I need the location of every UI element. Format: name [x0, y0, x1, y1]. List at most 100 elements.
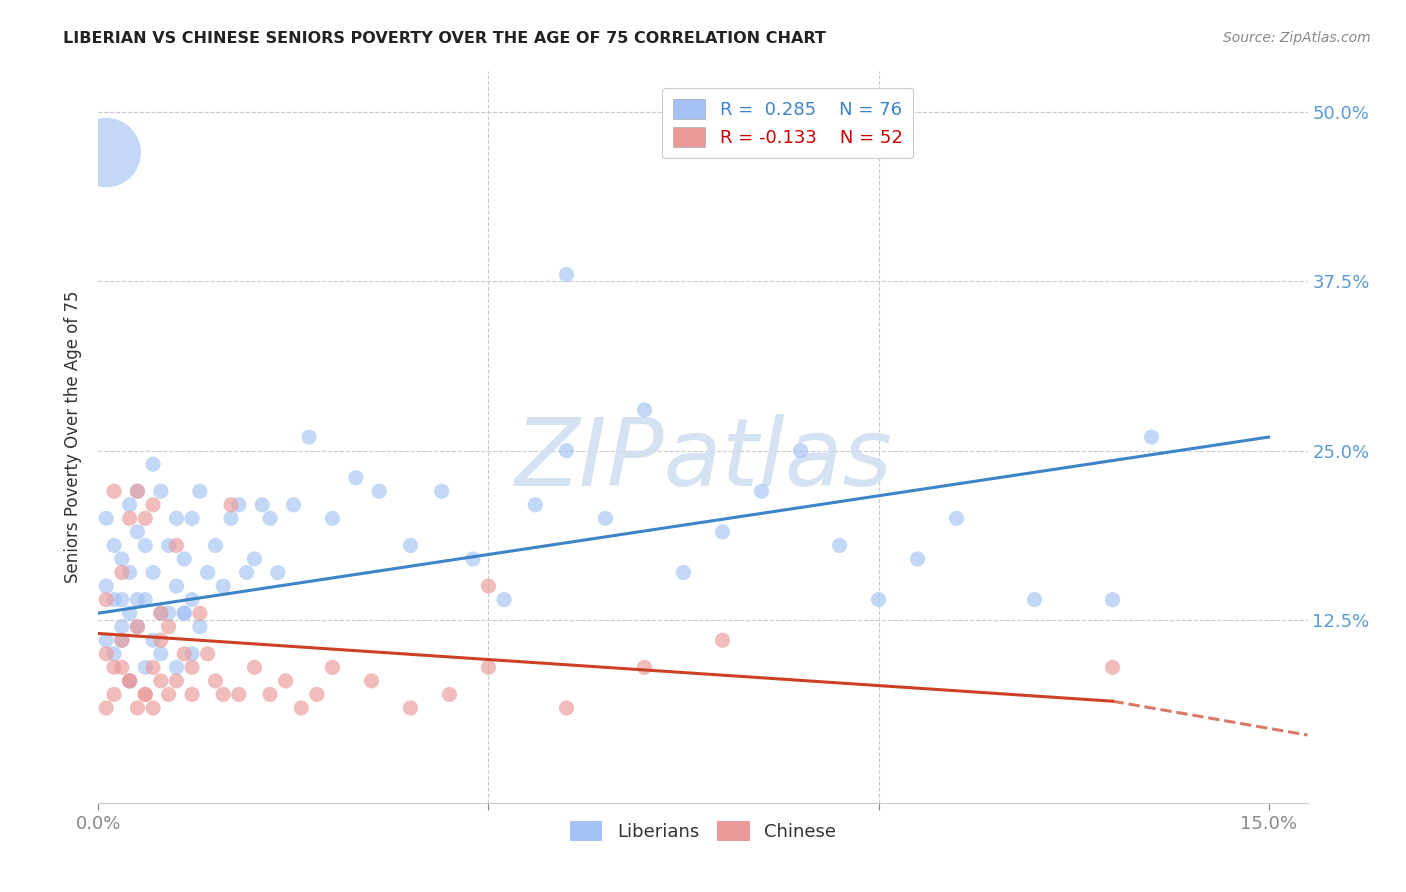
Point [259, 511, 281, 525]
Point [672, 566, 695, 580]
Point [828, 538, 851, 552]
Point [274, 673, 297, 688]
Point [368, 484, 391, 499]
Point [868, 592, 890, 607]
Point [127, 524, 149, 539]
Point [103, 660, 125, 674]
Point [111, 633, 134, 648]
Point [118, 511, 141, 525]
Point [595, 511, 617, 525]
Point [439, 688, 461, 702]
Point [197, 647, 219, 661]
Point [344, 471, 367, 485]
Point [212, 688, 235, 702]
Point [134, 538, 156, 552]
Point [96, 647, 118, 661]
Point [283, 498, 305, 512]
Point [181, 688, 204, 702]
Point [267, 566, 290, 580]
Point [360, 673, 382, 688]
Point [111, 552, 134, 566]
Point [188, 620, 211, 634]
Point [103, 647, 125, 661]
Point [134, 592, 156, 607]
Point [103, 688, 125, 702]
Point [96, 579, 118, 593]
Point [555, 443, 578, 458]
Point [127, 592, 149, 607]
Point [1101, 660, 1123, 674]
Point [204, 538, 226, 552]
Point [118, 673, 141, 688]
Point [142, 457, 165, 471]
Point [524, 498, 547, 512]
Point [633, 403, 655, 417]
Point [751, 484, 773, 499]
Point [298, 430, 321, 444]
Point [243, 660, 266, 674]
Point [103, 592, 125, 607]
Point [96, 511, 118, 525]
Point [149, 647, 172, 661]
Point [142, 701, 165, 715]
Point [321, 511, 343, 525]
Point [789, 443, 811, 458]
Point [142, 633, 165, 648]
Point [157, 606, 180, 620]
Point [1101, 592, 1123, 607]
Point [127, 620, 149, 634]
Text: Source: ZipAtlas.com: Source: ZipAtlas.com [1223, 31, 1371, 45]
Point [228, 498, 250, 512]
Point [142, 660, 165, 674]
Point [1140, 430, 1163, 444]
Point [149, 606, 172, 620]
Point [907, 552, 929, 566]
Point [173, 606, 195, 620]
Point [111, 633, 134, 648]
Point [188, 606, 211, 620]
Point [111, 620, 134, 634]
Point [305, 688, 328, 702]
Point [127, 484, 149, 499]
Point [134, 688, 156, 702]
Y-axis label: Seniors Poverty Over the Age of 75: Seniors Poverty Over the Age of 75 [65, 291, 83, 583]
Point [118, 673, 141, 688]
Point [118, 498, 141, 512]
Point [142, 498, 165, 512]
Point [197, 566, 219, 580]
Legend: Liberians, Chinese: Liberians, Chinese [562, 814, 844, 848]
Point [219, 511, 242, 525]
Text: ZIPatlas: ZIPatlas [515, 414, 891, 505]
Point [243, 552, 266, 566]
Point [555, 268, 578, 282]
Point [134, 688, 156, 702]
Point [111, 566, 134, 580]
Point [477, 660, 499, 674]
Point [118, 673, 141, 688]
Point [252, 498, 274, 512]
Point [111, 592, 134, 607]
Point [204, 673, 226, 688]
Point [165, 538, 187, 552]
Point [127, 484, 149, 499]
Point [127, 620, 149, 634]
Point [96, 145, 118, 160]
Point [461, 552, 484, 566]
Point [290, 701, 312, 715]
Point [165, 511, 187, 525]
Point [103, 484, 125, 499]
Point [494, 592, 516, 607]
Point [118, 566, 141, 580]
Point [111, 660, 134, 674]
Point [157, 538, 180, 552]
Point [96, 592, 118, 607]
Point [555, 701, 578, 715]
Point [173, 647, 195, 661]
Point [181, 647, 204, 661]
Point [149, 484, 172, 499]
Point [165, 660, 187, 674]
Point [149, 673, 172, 688]
Point [219, 498, 242, 512]
Point [181, 592, 204, 607]
Point [173, 606, 195, 620]
